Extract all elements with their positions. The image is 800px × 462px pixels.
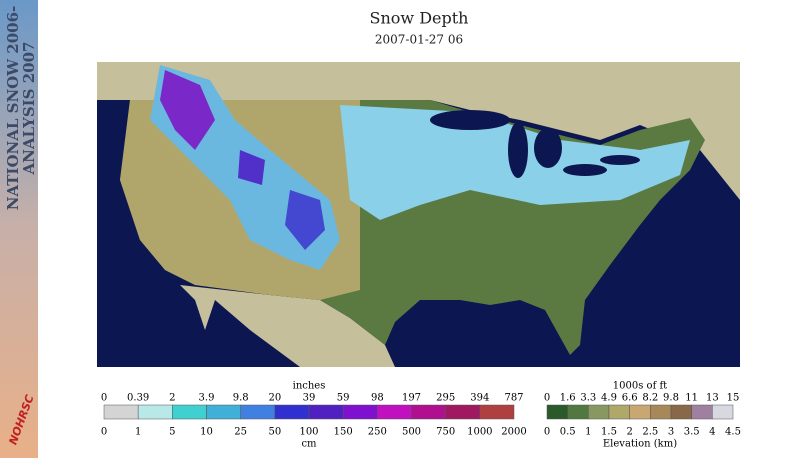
legend-label: 59 <box>337 393 350 404</box>
legend-label: 6.6 <box>622 393 638 404</box>
legend-label: 8.2 <box>642 393 658 404</box>
title: Snow Depth <box>370 9 469 28</box>
legend-label: 15 <box>727 393 740 404</box>
legend-label: 1 <box>135 427 141 438</box>
legend-swatch <box>629 404 651 420</box>
legend-label: 4.5 <box>725 427 741 438</box>
legend-swatch <box>567 404 589 420</box>
legend-label: 9.8 <box>663 393 679 404</box>
legend-label: 4 <box>709 427 715 438</box>
legend-label: 39 <box>303 393 316 404</box>
legend-label: 0 <box>101 393 107 404</box>
sidebar-line: NATIONAL SNOW 2006- <box>4 6 22 211</box>
legend-swatch <box>546 404 568 420</box>
legend-label: 500 <box>402 427 421 438</box>
legend-swatch <box>172 404 207 420</box>
sidebar <box>0 0 38 458</box>
legend-label: 0 <box>544 393 550 404</box>
legend-label: 1.5 <box>601 427 617 438</box>
legend-unit: Elevation (km) <box>603 439 677 450</box>
date: 2007-01-27 06 <box>375 33 463 47</box>
legend-label: 2.5 <box>642 427 658 438</box>
legend-label: 1.6 <box>560 393 576 404</box>
legend-label: 394 <box>470 393 489 404</box>
legend-unit: 1000s of ft <box>613 381 667 392</box>
legend-label: 197 <box>402 393 421 404</box>
legend-label: 98 <box>371 393 384 404</box>
legend-unit: inches <box>293 381 326 392</box>
legend-label: 20 <box>268 393 281 404</box>
legend-swatch <box>342 404 378 420</box>
legend-swatch <box>240 404 276 420</box>
legend-label: 4.9 <box>601 393 617 404</box>
legend-swatch <box>479 404 515 420</box>
legend-label: 25 <box>234 427 247 438</box>
legend-label: 3.9 <box>199 393 215 404</box>
legend-label: 295 <box>436 393 455 404</box>
legend-label: 1 <box>585 427 591 438</box>
legend-label: 750 <box>436 427 455 438</box>
legend-swatch <box>206 404 241 420</box>
legend-swatch <box>377 404 412 420</box>
legend-swatch <box>670 404 692 420</box>
legend-label: 2 <box>626 427 632 438</box>
snow-deep <box>285 190 325 250</box>
legend-label: 2 <box>169 393 175 404</box>
legend-swatch <box>308 404 344 420</box>
legend-label: 0 <box>544 427 550 438</box>
legend-label: 0 <box>101 427 107 438</box>
legend-label: 9.8 <box>233 393 249 404</box>
legend-label: 100 <box>299 427 318 438</box>
legend-swatch <box>103 404 139 420</box>
legend-swatch <box>411 404 446 420</box>
legend-swatch <box>650 404 672 420</box>
snow-deep <box>160 70 215 150</box>
map <box>97 62 740 367</box>
legend-label: 250 <box>368 427 387 438</box>
canada <box>97 62 740 200</box>
legend-label: 3 <box>668 427 674 438</box>
legend-swatch <box>712 404 734 420</box>
snow-deep <box>238 150 265 185</box>
legend-label: 11 <box>685 393 698 404</box>
sidebar-line: ANALYSIS 2007 <box>20 42 38 176</box>
legend-label: 787 <box>504 393 523 404</box>
legend-label: 13 <box>706 393 719 404</box>
lake <box>600 155 640 165</box>
legend-label: 10 <box>200 427 213 438</box>
legend-label: 0.5 <box>560 427 576 438</box>
legend-label: 50 <box>268 427 281 438</box>
legend-label: 2000 <box>501 427 526 438</box>
legend-swatch <box>445 404 481 420</box>
mexico <box>180 285 395 367</box>
legend-swatch <box>137 404 173 420</box>
legend-label: 0.39 <box>127 393 149 404</box>
lake <box>508 122 528 178</box>
lake <box>430 110 510 130</box>
legend-label: 150 <box>334 427 353 438</box>
legend-swatch <box>608 404 630 420</box>
legend-unit: cm <box>301 439 317 450</box>
legend-label: 3.5 <box>684 427 700 438</box>
legend-label: 5 <box>169 427 175 438</box>
lake <box>563 164 607 176</box>
legend-label: 1000 <box>467 427 492 438</box>
legend-swatch <box>588 404 610 420</box>
legend-label: 3.3 <box>580 393 596 404</box>
lake <box>534 128 562 168</box>
legend-swatch <box>691 404 713 420</box>
legend-swatch <box>274 404 310 420</box>
